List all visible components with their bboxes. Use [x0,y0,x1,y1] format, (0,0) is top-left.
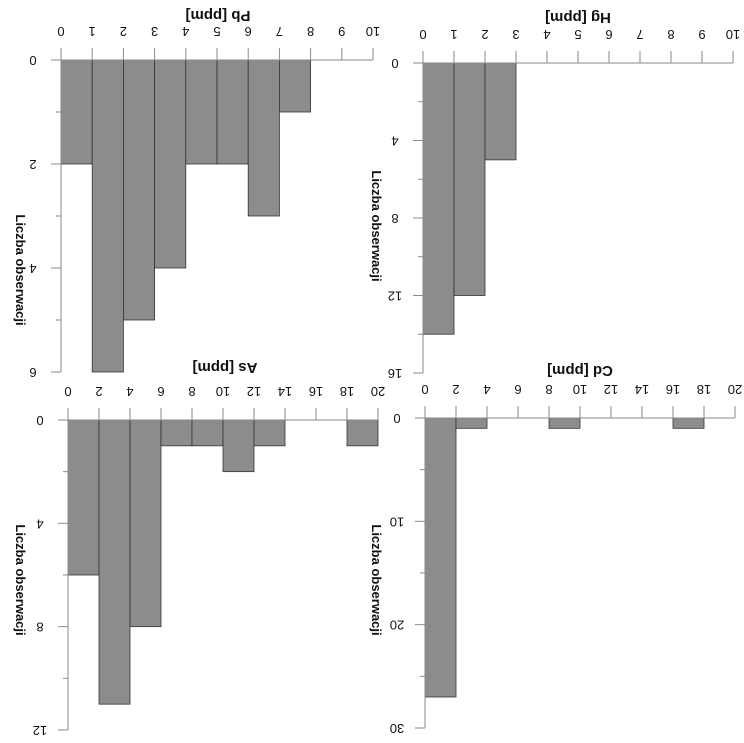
bar-16-18 [672,417,705,429]
y-tick-label: 0 [36,413,43,428]
x-tick-label: 6 [245,24,252,39]
bar-0-2 [424,417,457,698]
y-tick-label: 12 [33,723,47,738]
bar-0-1 [60,59,93,165]
panel-title: Pb [ppm] [186,7,251,24]
x-tick-label: 12 [604,382,618,397]
x-tick-label: 14 [635,382,649,397]
y-tick-label: 0 [391,56,398,71]
x-tick-label: 10 [726,27,740,42]
x-tick-label: 8 [188,384,195,399]
x-tick-label: 4 [483,382,490,397]
x-tick-label: 5 [574,27,581,42]
x-tick-label: 5 [213,24,220,39]
bar-8-10 [548,417,581,429]
x-tick-label: 0 [419,27,426,42]
x-tick-label: 1 [89,24,96,39]
x-tick-label: 2 [120,24,127,39]
x-tick-label: 16 [309,384,323,399]
bar-1-2 [91,59,124,373]
x-tick-label: 16 [666,382,680,397]
x-tick-label: 8 [545,382,552,397]
y-tick-label: 8 [391,211,398,226]
histogram-panel-1: Pb [ppm] Liczba obserwacji 0 1 2 3 4 5 6 7 8 9 10 0 2 4… [13,7,380,380]
bar-5-6 [216,59,249,165]
y-tick-label: 16 [388,366,402,381]
bar-0-2 [67,419,100,576]
x-tick-label: 9 [698,27,705,42]
bar-10-12 [222,419,255,473]
y-tick-label: 4 [36,516,43,531]
x-tick-label: 10 [216,384,230,399]
bar-7-8 [278,59,311,113]
histogram-panel-4: Cd [ppm] Liczba obserwacji 0 2 4 6 8 10 12 14 16 18… [369,362,742,736]
x-tick-label: 6 [514,382,521,397]
y-axis-label: Liczba obserwacji [13,214,28,325]
y-tick-label: 30 [390,721,404,736]
x-tick-label: 2 [452,382,459,397]
x-tick-label: 3 [151,24,158,39]
bar-4-6 [129,419,162,628]
x-tick-label: 7 [636,27,643,42]
bar-18-20 [346,419,379,447]
x-tick-label: 0 [421,382,428,397]
bar-6-8 [160,419,193,447]
y-tick-label: 10 [390,514,404,529]
x-tick-label: 10 [366,24,380,39]
y-tick-label: 12 [388,289,402,304]
y-axis-label: Liczba obserwacji [369,524,384,635]
x-tick-label: 8 [307,24,314,39]
x-tick-label: 18 [697,382,711,397]
x-tick-label: 14 [278,384,292,399]
y-axis-label: Liczba obserwacji [13,524,28,635]
bar-2-4 [98,419,131,705]
y-tick-label: 20 [390,618,404,633]
bar-6-7 [247,59,280,217]
x-tick-label: 4 [543,27,550,42]
x-tick-label: 10 [573,382,587,397]
x-tick-label: 6 [157,384,164,399]
bar-2-3 [123,59,156,321]
bar-12-14 [253,419,286,447]
x-tick-label: 8 [667,27,674,42]
histogram-panel-3: As [ppm] Liczba obserwacji 0 2 4 6 8 10 12 14 16 18… [13,359,385,738]
x-tick-label: 2 [95,384,102,399]
panel-title: Cd [ppm] [547,362,613,379]
y-tick-label: 4 [391,134,398,149]
bar-8-10 [191,419,224,447]
x-tick-label: 18 [340,384,354,399]
y-tick-label: 2 [29,157,36,172]
x-tick-label: 12 [247,384,261,399]
x-tick-label: 2 [481,27,488,42]
bar-2-4 [455,417,488,429]
x-tick-label: 4 [126,384,133,399]
bar-2-3 [484,62,517,161]
x-tick-label: 4 [182,24,189,39]
x-tick-label: 9 [338,24,345,39]
x-tick-label: 0 [64,384,71,399]
y-tick-label: 0 [393,411,400,426]
x-tick-label: 0 [57,24,64,39]
y-tick-label: 8 [36,620,43,635]
x-tick-label: 7 [276,24,283,39]
y-tick-label: 6 [29,365,36,380]
y-axis-label: Liczba obserwacji [369,170,384,281]
bar-0-1 [422,62,455,335]
bar-4-5 [185,59,218,165]
x-tick-label: 3 [512,27,519,42]
x-tick-label: 20 [728,382,742,397]
x-tick-label: 1 [450,27,457,42]
bar-1-2 [453,62,486,296]
x-tick-label: 20 [371,384,385,399]
x-tick-label: 6 [605,27,612,42]
y-tick-label: 0 [29,53,36,68]
y-tick-label: 4 [29,261,36,276]
panel-title: Hg [ppm] [545,9,611,26]
bar-3-4 [154,59,187,269]
panel-title: As [ppm] [193,359,258,376]
